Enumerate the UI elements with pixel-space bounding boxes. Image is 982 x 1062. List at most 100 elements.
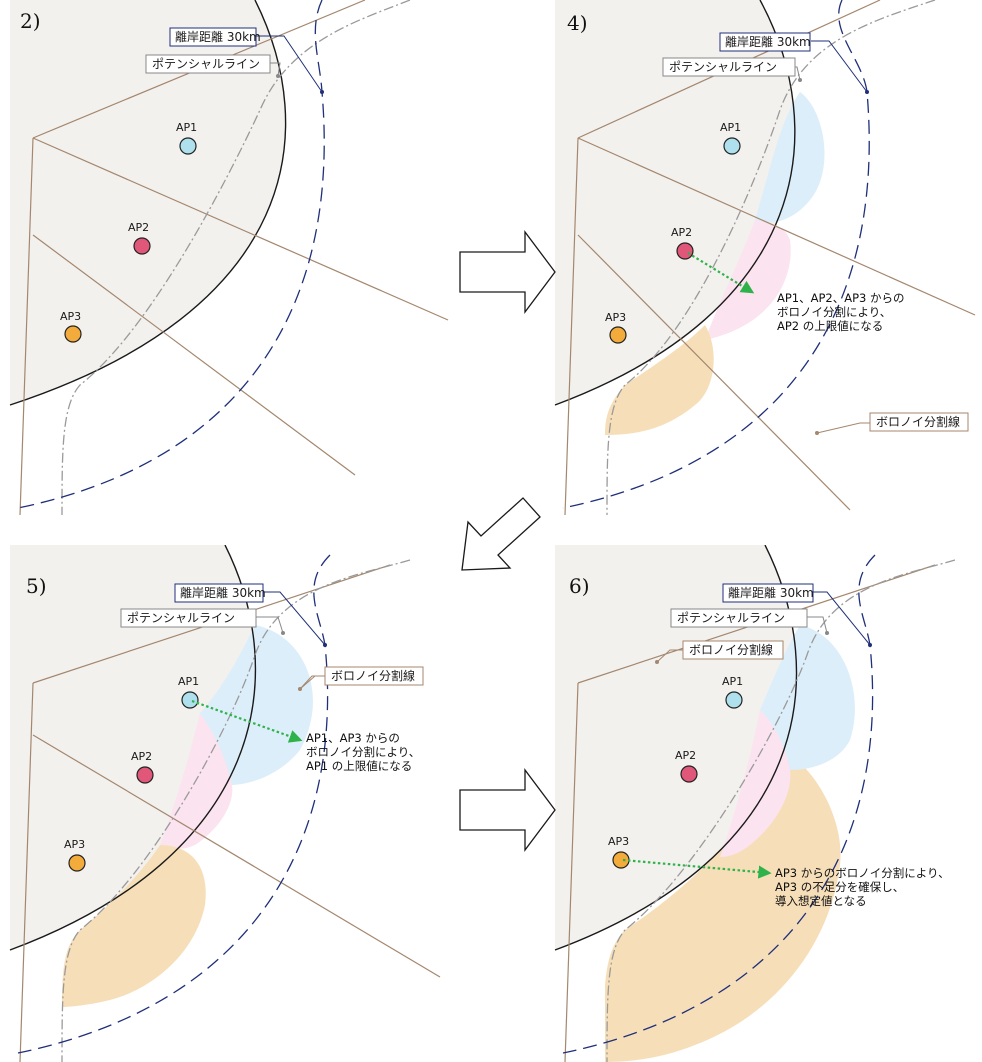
panel-5: AP1 AP2 AP3 AP1、AP3 からの ボロノイ分割により、 AP1 の… [9, 545, 441, 1062]
shore-label: 離岸距離 30km [725, 35, 811, 49]
panel-6: AP1 AP2 AP3 AP3 からのボロノイ分割により、 AP3 の不足分を確… [554, 545, 956, 1062]
voronoi-label-box [682, 640, 784, 660]
shore-leader-dot [320, 90, 324, 94]
voronoi-label-box [869, 412, 969, 432]
shore-30km-line [17, 554, 331, 1054]
ap3-marker [609, 326, 627, 344]
shore-label: 離岸距離 30km [175, 30, 261, 44]
shore-leader-dot [865, 90, 869, 94]
note-line-1: AP1、AP2、AP3 からの [777, 291, 905, 305]
panel-2: AP1 AP2 AP3 離岸距離 30km ポテンシャルライン 2) [9, 0, 449, 515]
ap3-label: AP3 [64, 838, 85, 851]
green-arrow [687, 252, 755, 294]
ap1-label: AP1 [178, 675, 199, 688]
shore-leader [811, 40, 868, 93]
voronoi-lines [564, 0, 976, 515]
potential-leader-dot [798, 78, 802, 82]
ap1-marker [725, 691, 743, 709]
down-left-arrow-icon [461, 497, 541, 571]
ap2-label: AP2 [675, 749, 696, 762]
ap2-label: AP2 [128, 221, 149, 234]
panel-4: AP1 AP2 AP3 AP1、AP2、AP3 からの ボロノイ分割により、 A… [554, 0, 976, 515]
green-arrow [191, 699, 303, 743]
ap2-label: AP2 [671, 226, 692, 239]
note-line-3: AP1 の上限値になる [306, 759, 412, 773]
voronoi-label: ボロノイ分割線 [876, 414, 960, 429]
coastline [554, 0, 796, 406]
potential-leader [270, 62, 281, 77]
potential-line [606, 559, 956, 1062]
panel-label: 6) [569, 574, 590, 598]
shore-30km-line [562, 554, 876, 1054]
shore-leader-dot [323, 643, 327, 647]
ap3-marker [612, 851, 630, 869]
potential-label: ポテンシャルライン [669, 60, 777, 74]
shore-30km-line [17, 0, 325, 509]
note-line-1: AP3 からのボロノイ分割により、 [775, 866, 950, 880]
potential-label: ポテンシャルライン [127, 611, 235, 625]
shore-leader [256, 35, 323, 93]
ap3-marker [68, 854, 86, 872]
shore-label-box [722, 583, 814, 603]
ap2-marker [136, 766, 154, 784]
zone-ap3 [605, 325, 714, 435]
shore-label-box [174, 583, 264, 603]
ap1-marker [181, 691, 199, 709]
ap2-label: AP2 [131, 750, 152, 763]
potential-leader-dot [281, 631, 285, 635]
ap2-marker [676, 242, 694, 260]
ap1-label: AP1 [720, 121, 741, 134]
zone-ap2 [705, 220, 791, 340]
panel-label: 4) [567, 11, 588, 35]
coastline [9, 0, 287, 406]
potential-label-box [145, 54, 271, 74]
voronoi-leader [656, 649, 683, 663]
ap3-label: AP3 [608, 835, 629, 848]
ap3-label: AP3 [605, 311, 626, 324]
right-arrow-icon [459, 230, 556, 314]
note-line-2: ボロノイ分割により、 [306, 745, 420, 759]
shore-30km-line [562, 0, 870, 509]
potential-leader [795, 66, 801, 81]
ap1-label: AP1 [722, 675, 743, 688]
potential-label-box [662, 57, 796, 77]
shore-leader-dot [868, 643, 872, 647]
land-area [555, 0, 795, 405]
land-area [10, 545, 256, 950]
potential-line [606, 0, 936, 515]
zone-ap2 [720, 710, 791, 857]
voronoi-label-group: ボロノイ分割線 [299, 666, 424, 690]
land-area [10, 0, 286, 405]
panel-label: 2) [20, 9, 41, 33]
ap3-marker [64, 325, 82, 343]
potential-label: ポテンシャルライン [152, 57, 260, 71]
potential-label: ポテンシャルライン [677, 611, 785, 625]
potential-label-box [120, 608, 257, 628]
shore-leader [813, 591, 871, 646]
green-arrow [622, 858, 772, 879]
right-arrow-icon [459, 768, 556, 852]
voronoi-leader-dot [815, 431, 819, 435]
ap3-label: AP3 [60, 310, 81, 323]
ap1-marker [179, 137, 197, 155]
potential-line [61, 0, 411, 515]
note-line-1: AP1、AP3 からの [306, 731, 400, 745]
ap1-marker [723, 137, 741, 155]
voronoi-label: ボロノイ分割線 [689, 642, 773, 657]
shore-leader [262, 591, 326, 646]
ap2-marker [680, 765, 698, 783]
zone-ap3 [62, 845, 206, 1007]
voronoi-leader-dot [655, 660, 659, 664]
note-line-2: AP3 の不足分を確保し、 [775, 880, 904, 894]
voronoi-label-box [324, 666, 424, 686]
note-line-3: 導入想定値となる [775, 894, 867, 908]
zone-ap1 [755, 92, 825, 223]
potential-leader [807, 616, 828, 634]
voronoi-label: ボロノイ分割線 [331, 668, 415, 683]
voronoi-leader-line [299, 675, 325, 690]
ap2-marker [133, 237, 151, 255]
shore-label-box [169, 27, 257, 47]
panel-label: 5) [26, 574, 47, 598]
zone-ap3 [605, 755, 841, 1062]
